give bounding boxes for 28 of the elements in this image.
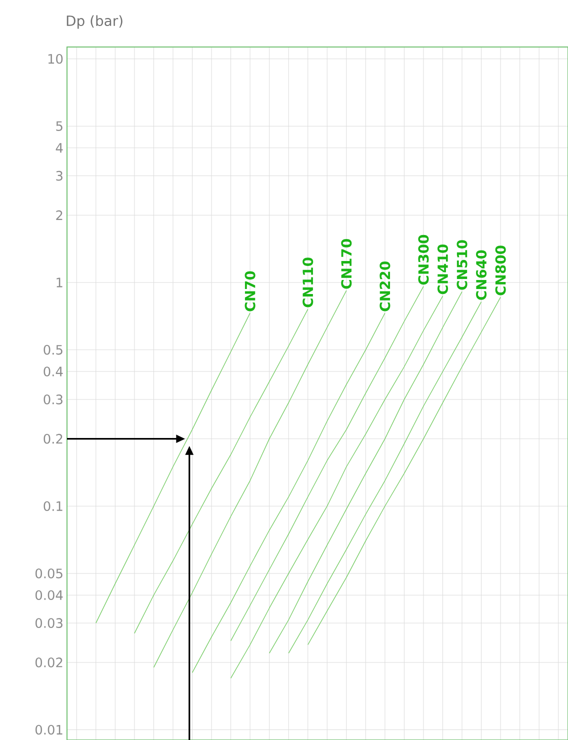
y-axis-title: Dp (bar) — [66, 15, 122, 29]
text: CN170 — [341, 239, 352, 289]
text: CN800 — [495, 246, 506, 296]
text: CN510 — [456, 240, 468, 290]
text: CN110 — [302, 258, 314, 308]
y-tick-label: 0.02 — [36, 658, 62, 668]
y-tick-label: 0.03 — [36, 618, 62, 628]
y-tick-label: 0.04 — [36, 590, 63, 600]
y-tick-label: 10 — [48, 54, 63, 64]
y-tick-label: 0.5 — [44, 344, 62, 355]
y-tick-label: 1 — [56, 278, 62, 288]
text: CN640 — [476, 250, 487, 300]
y-tick-label: 0.01 — [36, 724, 62, 735]
y-tick-label: 0.4 — [44, 366, 63, 376]
line-series — [192, 312, 386, 674]
y-tick-label: 0.3 — [44, 394, 62, 404]
y-tick-label: 2 — [56, 210, 62, 220]
text: CN300 — [418, 234, 429, 285]
text: CN410 — [437, 244, 448, 294]
y-tick-label: 0.2 — [44, 434, 62, 444]
y-tick-label: 0.1 — [44, 501, 62, 512]
y-tick-label: 5 — [56, 121, 62, 131]
text: CN70 — [244, 271, 256, 312]
y-tick-label: 4 — [56, 143, 63, 153]
y-tick-label: 0.05 — [36, 568, 62, 578]
y-tick-label: 3 — [56, 170, 62, 181]
text: CN220 — [380, 262, 390, 312]
line-series — [96, 312, 250, 624]
